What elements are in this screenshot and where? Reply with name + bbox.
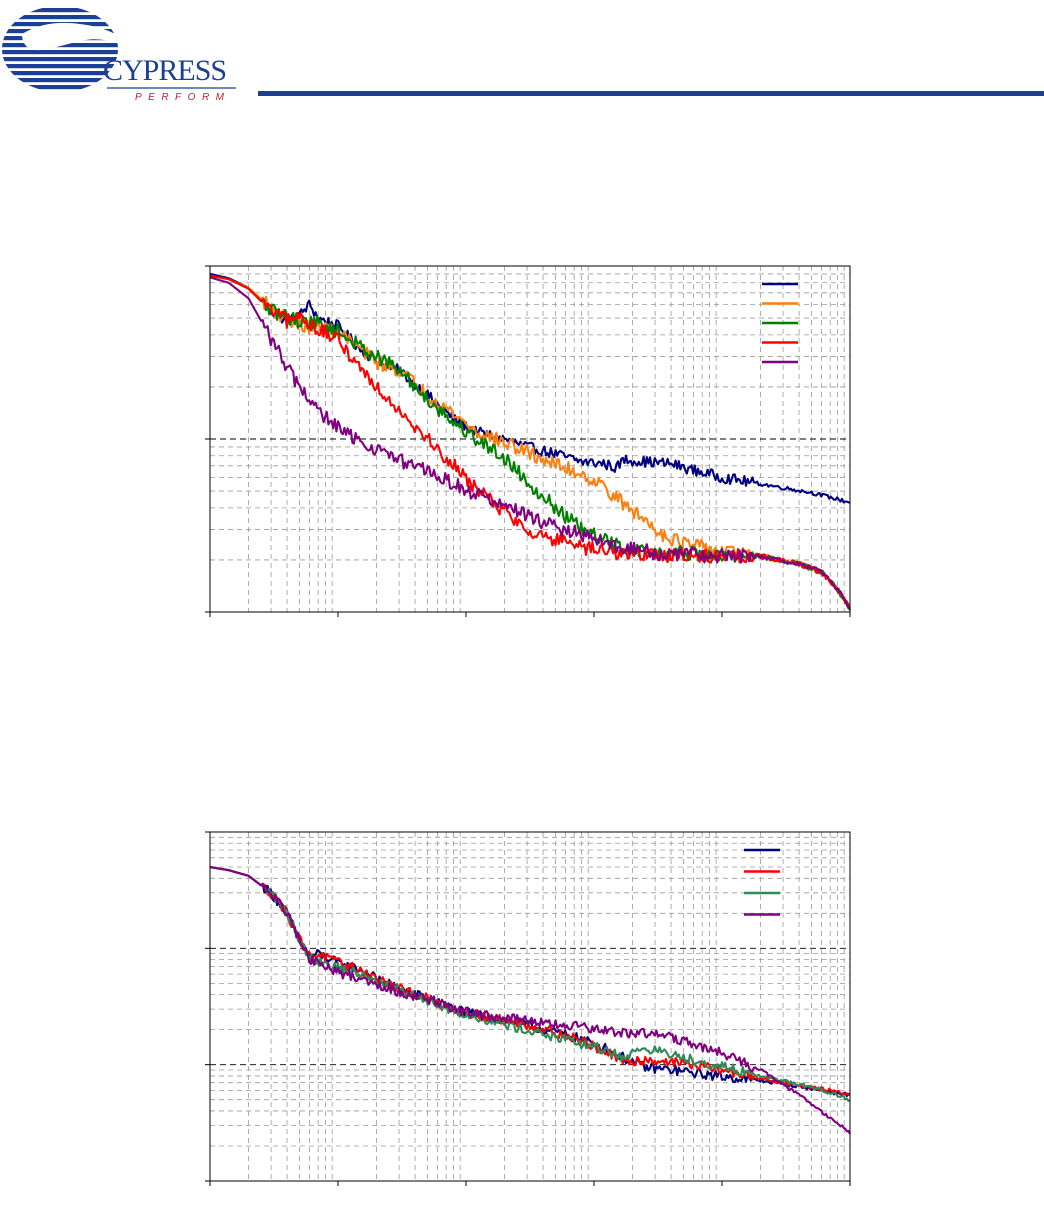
chart-2-plot: [205, 831, 851, 1186]
logo-stripe: [2, 57, 118, 62]
series-line: [209, 274, 852, 611]
series-line: [209, 865, 851, 1097]
logo-stripe: [2, 8, 118, 13]
chart-grid: [210, 832, 850, 1181]
brand-name: CYPRESS: [103, 54, 226, 87]
chart-legend: [762, 282, 798, 364]
chart-series: [209, 272, 852, 611]
chart-legend: [744, 848, 780, 916]
page-header: CYPRESS PERFORM: [0, 0, 1044, 110]
chart-1-plot: [205, 265, 852, 617]
chart-2: [0, 818, 1044, 1198]
cypress-logo: CYPRESS PERFORM: [0, 6, 236, 103]
chart-axes: [205, 831, 851, 1186]
series-line: [209, 276, 851, 610]
plot-frame: [209, 831, 851, 1182]
logo-stripe: [2, 64, 118, 69]
logo-stripe: [2, 50, 118, 55]
header-graphic: CYPRESS PERFORM: [0, 6, 1044, 103]
logo-stripe: [2, 15, 118, 20]
series-line: [209, 865, 851, 1135]
logo-stripe: [0, 92, 120, 96]
chart-1: [0, 250, 1044, 630]
logo-stripe: [2, 71, 118, 76]
chart-series: [209, 865, 851, 1135]
series-line: [209, 865, 851, 1098]
globe-icon: [0, 6, 120, 96]
series-line: [209, 274, 851, 608]
logo-stripe: [2, 85, 118, 90]
header-divider: [258, 91, 1044, 96]
series-line: [209, 865, 851, 1102]
brand-tagline: PERFORM: [135, 92, 231, 103]
logo-stripe: [2, 78, 118, 83]
series-line: [209, 272, 851, 504]
chart-axes: [205, 265, 851, 617]
